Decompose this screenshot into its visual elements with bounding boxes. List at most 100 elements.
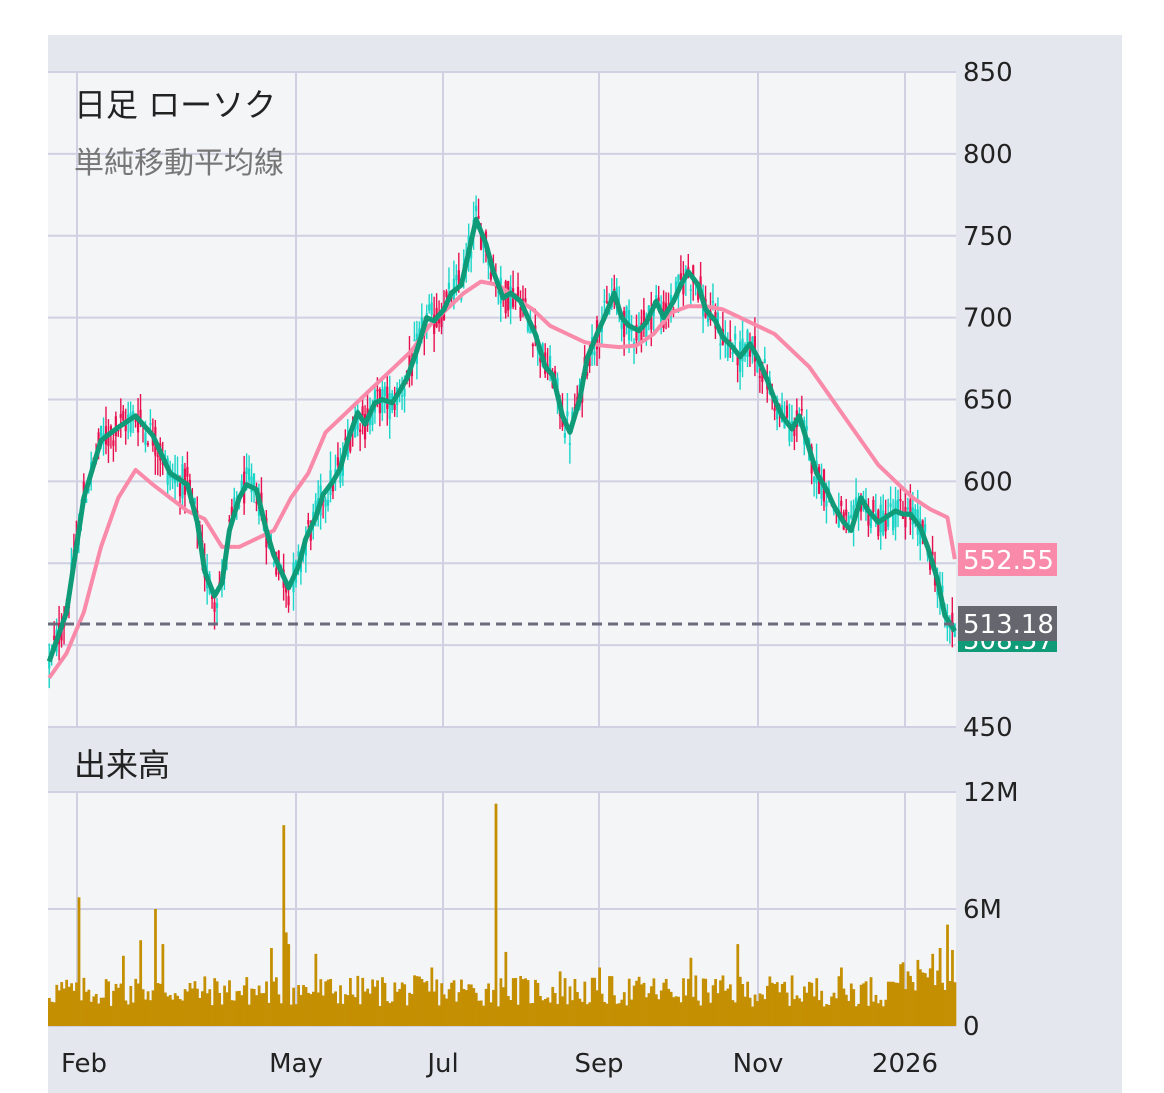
- candle-body: [882, 510, 885, 535]
- candle-body: [134, 420, 137, 422]
- candle: [605, 285, 608, 304]
- volume-bar: [635, 980, 639, 1026]
- candle-body: [632, 342, 636, 345]
- candle: [107, 419, 110, 463]
- volume-bar: [450, 982, 453, 1026]
- volume-bar: [489, 1002, 493, 1026]
- candle: [477, 198, 480, 220]
- volume-bar: [334, 991, 337, 1026]
- candle: [593, 346, 596, 366]
- volume-bar: [889, 981, 893, 1026]
- candle-body: [326, 499, 330, 506]
- candle-body: [117, 429, 120, 432]
- volume-bar: [457, 992, 461, 1026]
- volume-bar: [159, 983, 162, 1026]
- candle-body: [363, 414, 367, 440]
- volume-bar: [566, 1004, 569, 1026]
- candle-body: [805, 425, 808, 431]
- volume-bar: [827, 1004, 831, 1026]
- candle: [896, 489, 900, 528]
- candle-body: [783, 418, 786, 429]
- volume-bar: [852, 989, 856, 1026]
- volume-bar: [437, 1005, 441, 1026]
- candle-body: [139, 409, 142, 421]
- candle: [566, 393, 569, 423]
- volume-bar: [302, 985, 305, 1026]
- candle: [413, 321, 416, 342]
- volume-bar: [914, 990, 917, 1026]
- candle-body: [48, 655, 51, 669]
- volume-bar: [645, 997, 648, 1026]
- candle-body: [887, 518, 890, 527]
- candle-body: [906, 507, 909, 510]
- candle: [146, 440, 150, 447]
- candle: [440, 302, 443, 335]
- volume-bar: [783, 981, 787, 1026]
- candle: [336, 442, 340, 472]
- volume-bar: [378, 1005, 382, 1026]
- candle-body: [785, 405, 789, 418]
- volume-bar: [173, 993, 177, 1026]
- volume-bar: [452, 980, 456, 1026]
- candle-body: [889, 503, 892, 508]
- volume-bar: [395, 991, 399, 1026]
- candle-body: [393, 404, 396, 410]
- candle-body: [640, 322, 643, 344]
- volume-bar: [245, 977, 249, 1026]
- candle: [119, 398, 122, 438]
- volume-bar: [563, 978, 567, 1026]
- candle-body: [336, 457, 340, 466]
- volume-bar: [462, 988, 466, 1026]
- candle: [882, 494, 885, 537]
- volume-bar: [479, 1000, 483, 1026]
- candle-body: [230, 506, 233, 517]
- volume-bar: [657, 999, 661, 1026]
- volume-bar: [141, 989, 145, 1026]
- volume-bar: [309, 994, 313, 1026]
- candle-body: [186, 466, 189, 477]
- candle-body: [388, 393, 391, 420]
- volume-bar: [203, 976, 207, 1026]
- candle: [428, 294, 431, 314]
- volume-bar: [743, 996, 747, 1026]
- candle-body: [107, 432, 110, 446]
- candle-body: [112, 440, 115, 446]
- x-tick-label: Jul: [425, 1049, 458, 1079]
- volume-bar: [430, 967, 434, 1026]
- volume-bar: [659, 990, 663, 1026]
- volume-bar: [748, 997, 752, 1026]
- candle-body: [620, 320, 623, 329]
- candle: [726, 332, 729, 362]
- volume-bar: [909, 975, 912, 1026]
- x-axis-ticks: Feb May Jul Sep Nov 2026: [61, 1049, 938, 1079]
- volume-bar: [696, 1000, 700, 1026]
- volume-bar: [647, 993, 651, 1026]
- candle-body: [516, 286, 520, 299]
- candle-body: [299, 564, 303, 572]
- volume-bar: [901, 962, 905, 1026]
- volume-bar: [85, 991, 88, 1026]
- candle: [891, 498, 895, 536]
- volume-bar: [741, 984, 745, 1026]
- candle: [800, 395, 803, 416]
- volume-bar: [492, 989, 495, 1026]
- candle-body: [736, 355, 739, 366]
- volume-bar: [240, 995, 244, 1026]
- volume-bar: [916, 959, 920, 1026]
- volume-bar: [593, 977, 597, 1026]
- candle-body: [519, 306, 522, 318]
- candle-body: [433, 314, 436, 335]
- volume-bar: [131, 1002, 135, 1026]
- volume-bar: [598, 967, 601, 1026]
- volume-bar: [867, 1005, 870, 1026]
- volume-bar: [272, 981, 276, 1026]
- volume-bar: [805, 992, 809, 1026]
- candle: [813, 476, 816, 497]
- candle-body: [800, 408, 803, 411]
- volume-bar: [368, 993, 372, 1026]
- sma-short-line: [46, 216, 957, 663]
- candle-body: [625, 306, 628, 319]
- volume-bar: [247, 1004, 251, 1026]
- volume-bar: [289, 1004, 293, 1026]
- volume-bar: [906, 971, 910, 1026]
